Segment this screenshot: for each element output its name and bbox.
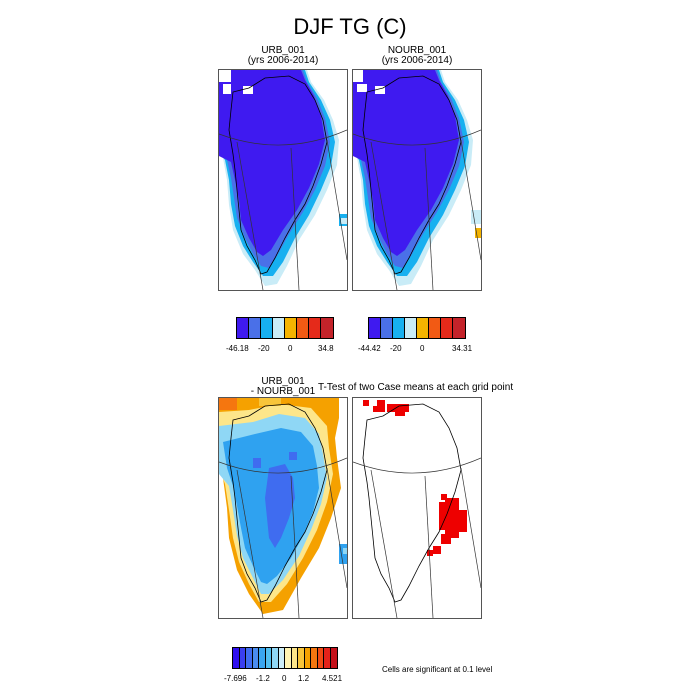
- colorbar-urb-swatch: [237, 318, 249, 338]
- panel-nourb-title-line1: NOURB_001: [387, 45, 447, 56]
- coastline: [228, 75, 328, 275]
- colorbar-diff-label-12: 1.2: [298, 674, 310, 683]
- field-blue-dark: [265, 464, 295, 548]
- map-ttest-svg: [353, 400, 481, 618]
- map-urb-svg: [219, 70, 347, 290]
- colorbar-nourb-swatch: [429, 318, 441, 338]
- figure-title: DJF TG (C): [293, 14, 407, 39]
- colorbar-urb-swatch: [285, 318, 297, 338]
- colorbar-urb-swatch: [261, 318, 273, 338]
- colorbar-diff-swatch: [304, 648, 311, 668]
- colorbar-nourb-swatch: [405, 318, 417, 338]
- colorbar-diff-swatch: [272, 648, 279, 668]
- colorbar-nourb-swatch: [369, 318, 381, 338]
- panel-urb-title: URB_001 (yrs 2006-2014): [218, 46, 348, 66]
- map-panel-ttest: [352, 397, 482, 619]
- map-panel-diff: [218, 397, 348, 619]
- colorbar-diff-swatch: [239, 648, 246, 668]
- colorbar-urb-swatch: [297, 318, 309, 338]
- colorbar-nourb-swatch: [453, 318, 465, 338]
- colorbar-diff-label-zero: 0: [282, 674, 287, 683]
- colorbar-nourb: [368, 317, 466, 339]
- colorbar-nourb-swatch: [393, 318, 405, 338]
- graticule: [219, 457, 347, 618]
- graticule: [353, 129, 481, 290]
- colorbar-diff-label-neg12: -1.2: [256, 674, 270, 683]
- colorbar-urb-label-zero: 0: [288, 344, 293, 353]
- colorbar-diff-swatch: [291, 648, 298, 668]
- colorbar-diff-swatch: [298, 648, 305, 668]
- panel-urb-title-line2: (yrs 2006-2014): [247, 55, 319, 66]
- map-nourb-svg: [353, 70, 481, 290]
- colorbar-nourb-label-min: -44.42: [358, 344, 381, 353]
- graticule: [353, 457, 481, 618]
- colorbar-urb-swatch: [249, 318, 261, 338]
- colorbar-urb-swatch: [309, 318, 321, 338]
- colorbar-diff: [232, 647, 338, 669]
- panel-nourb-title-line2: (yrs 2006-2014): [381, 55, 453, 66]
- panel-diff-title-line2: - NOURB_001: [250, 386, 316, 397]
- panel-nourb-title: NOURB_001 (yrs 2006-2014): [352, 46, 482, 66]
- colorbar-diff-swatch: [252, 648, 259, 668]
- graticule: [219, 129, 347, 290]
- panel-urb-title-line1: URB_001: [261, 45, 305, 56]
- significance-note: Cells are significant at 0.1 level: [382, 665, 493, 674]
- colorbar-diff-swatch: [330, 648, 337, 668]
- colorbar-diff-swatch: [265, 648, 272, 668]
- panel-diff-title: URB_001 - NOURB_001: [238, 377, 328, 397]
- colorbar-diff-swatch: [311, 648, 318, 668]
- field-ice-deep: [219, 70, 325, 256]
- colorbar-diff-swatch: [317, 648, 324, 668]
- map-diff-svg: [219, 398, 347, 618]
- coastline: [362, 403, 462, 603]
- colorbar-diff-swatch: [285, 648, 292, 668]
- colorbar-urb-swatch: [321, 318, 333, 338]
- colorbar-nourb-swatch: [417, 318, 429, 338]
- colorbar-diff-label-max: 4.521: [322, 674, 343, 683]
- colorbar-nourb-swatch: [381, 318, 393, 338]
- panel-ttest-title: T-Test of two Case means at each grid po…: [318, 382, 514, 393]
- colorbar-urb-label-max: 34.8: [318, 344, 334, 353]
- colorbar-diff-swatch: [324, 648, 331, 668]
- panel-diff-title-line1: URB_001: [261, 376, 305, 387]
- significant-cells: [363, 400, 467, 556]
- colorbar-diff-swatch: [246, 648, 253, 668]
- colorbar-nourb-label-neg20: -20: [390, 344, 402, 353]
- colorbar-urb: [236, 317, 334, 339]
- colorbar-urb-label-neg20: -20: [258, 344, 270, 353]
- colorbar-diff-swatch: [233, 648, 240, 668]
- colorbar-diff-swatch: [259, 648, 266, 668]
- colorbar-diff-label-min: -7.696: [224, 674, 247, 683]
- colorbar-nourb-swatch: [441, 318, 453, 338]
- colorbar-diff-swatch: [278, 648, 285, 668]
- map-panel-urb: [218, 69, 348, 291]
- coastline: [228, 403, 328, 603]
- colorbar-urb-swatch: [273, 318, 285, 338]
- colorbar-nourb-label-zero: 0: [420, 344, 425, 353]
- colorbar-urb-label-min: -46.18: [226, 344, 249, 353]
- map-panel-nourb: [352, 69, 482, 291]
- field-ice-deep: [353, 70, 459, 256]
- coastline: [362, 75, 462, 275]
- colorbar-nourb-label-max: 34.31: [452, 344, 473, 353]
